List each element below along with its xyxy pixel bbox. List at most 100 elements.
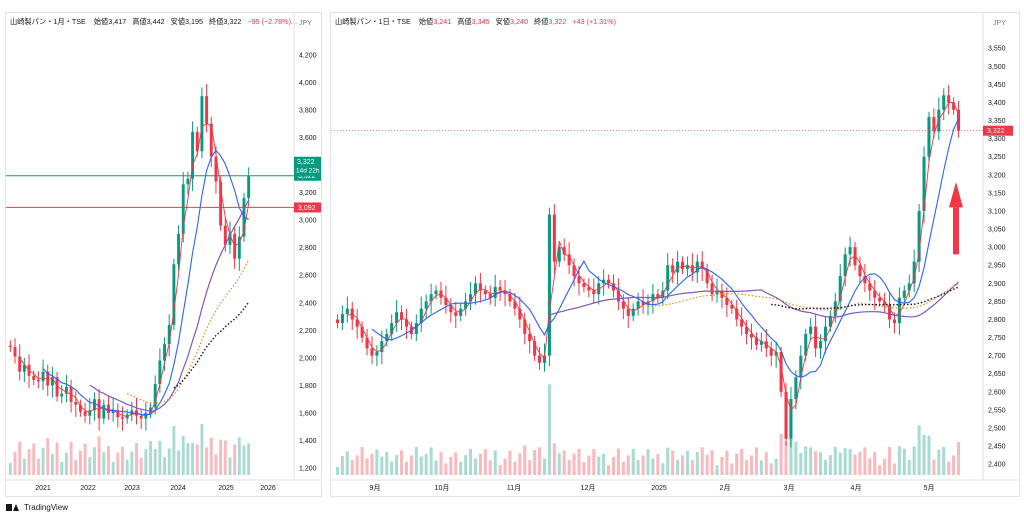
volume-bar (209, 437, 213, 475)
candle-body (380, 341, 384, 353)
tradingview-logo-icon (6, 503, 20, 512)
volume-bar (680, 455, 685, 475)
x-tick-label: 2023 (124, 485, 140, 492)
monthly-chart-canvas[interactable]: 4,200 4,000 3,800 3,600 3,200 3,000 2,800 2,600… (6, 13, 321, 496)
candle-body (828, 315, 832, 327)
volume-bar (370, 453, 374, 475)
volume-bar (395, 455, 399, 475)
candle-body (400, 312, 404, 320)
candle-body (887, 305, 892, 320)
volume-bar (97, 436, 101, 475)
y-tick-label: 3,000 (988, 245, 1006, 252)
volume-bar (695, 451, 699, 475)
close-value: 3,322 (548, 17, 567, 26)
volume-bar (390, 461, 394, 475)
monthly-chart-panel[interactable]: 山崎製パン・1月・TSE 始値3,417 高値3,442 安値3,195 終値3… (5, 12, 322, 497)
volume-bar (130, 451, 134, 475)
y-tick-label: 2,600 (299, 273, 317, 280)
volume-bar (223, 440, 227, 475)
volume-bar (547, 384, 551, 475)
volume-bar (167, 448, 171, 475)
daily-chart-canvas[interactable]: 3,550 3,500 3,450 3,400 3,350 3,300 3,250 3,200… (331, 13, 1019, 496)
ma-red-line (19, 123, 250, 418)
volume-bar (754, 447, 758, 475)
x-tick-label: 2025 (651, 485, 667, 492)
volume-bar (779, 434, 783, 475)
volume-bar (616, 448, 620, 475)
candle-body (370, 348, 374, 356)
candle-body (449, 305, 453, 313)
y-tick-label: 3,300 (988, 136, 1006, 143)
volume-bar (685, 450, 689, 475)
volume-bar (181, 435, 185, 475)
volume-bar (400, 450, 404, 475)
close-label: 終値 (534, 17, 549, 26)
volume-bar (887, 446, 892, 475)
candle-body (219, 181, 223, 226)
volume-bar (488, 460, 492, 475)
volume-bar (957, 441, 961, 475)
y-tick-label: 3,800 (299, 107, 317, 114)
candle-body (93, 399, 96, 411)
volume-bar (483, 449, 487, 475)
symbol-label[interactable]: 山崎製パン・1月・TSE (10, 17, 86, 26)
volume-bar (186, 443, 190, 475)
volume-bar (237, 437, 241, 475)
volume-bar (907, 460, 911, 475)
y-tick-label: 3,000 (299, 218, 317, 225)
y-tick-label: 2,400 (988, 462, 1006, 469)
volume-bar (205, 447, 209, 475)
high-value: 3,345 (471, 17, 490, 26)
candle-body (641, 301, 645, 306)
volume-bar (656, 453, 660, 475)
volume-bar (469, 448, 473, 475)
volume-bar (838, 452, 842, 475)
candle-body (523, 319, 527, 334)
candle-body (444, 297, 448, 306)
candle-body (922, 156, 926, 211)
y-tick-label: 3,400 (988, 100, 1006, 107)
volume-bar (774, 458, 778, 475)
volume-bar (385, 452, 389, 475)
candle-body (404, 319, 409, 327)
candle-body (552, 214, 556, 262)
candle-body (784, 391, 788, 439)
volume-bar (952, 455, 956, 475)
candle-body (186, 178, 190, 185)
volume-bar (631, 448, 635, 475)
candle-body (695, 261, 699, 273)
volume-bar (340, 456, 344, 475)
close-label: 終値 (209, 17, 224, 26)
x-tick-label: 2026 (260, 485, 276, 492)
tradingview-brand[interactable]: TradingView (6, 503, 68, 512)
volume-bar (587, 455, 591, 475)
candle-body (809, 326, 813, 334)
volume-bar (200, 423, 204, 475)
ma-blue-line (42, 149, 249, 416)
volume-bar (942, 446, 946, 475)
candle-body (163, 344, 166, 361)
ma-black-line (173, 301, 250, 389)
y-tick-label: 3,350 (988, 118, 1006, 125)
symbol-label[interactable]: 山崎製パン・1日・TSE (335, 17, 411, 26)
volume-bar (710, 450, 714, 475)
volume-bar (607, 465, 611, 475)
volume-bar (937, 449, 941, 475)
volume-bar (572, 453, 576, 475)
candle-body (562, 247, 566, 255)
ma-blue-line (371, 118, 959, 378)
candle-body (102, 404, 106, 419)
volume-bar (705, 454, 709, 475)
y-tick-label: 1,800 (299, 383, 317, 390)
y-tick-label: 2,500 (988, 425, 1006, 432)
daily-chart-panel[interactable]: 山崎製パン・1日・TSE 始値3,241 高値3,345 安値3,240 終値3… (330, 12, 1020, 497)
volume-bar (912, 446, 916, 475)
x-tick-label: 12月 (581, 484, 596, 492)
high-label: 高値 (132, 17, 147, 26)
volume-bar (503, 458, 507, 475)
candle-body (680, 261, 685, 269)
candle-body (419, 308, 423, 324)
y-tick-label: 3,100 (988, 208, 1006, 215)
y-tick-label: 4,000 (299, 80, 317, 87)
candle-body (488, 294, 492, 298)
